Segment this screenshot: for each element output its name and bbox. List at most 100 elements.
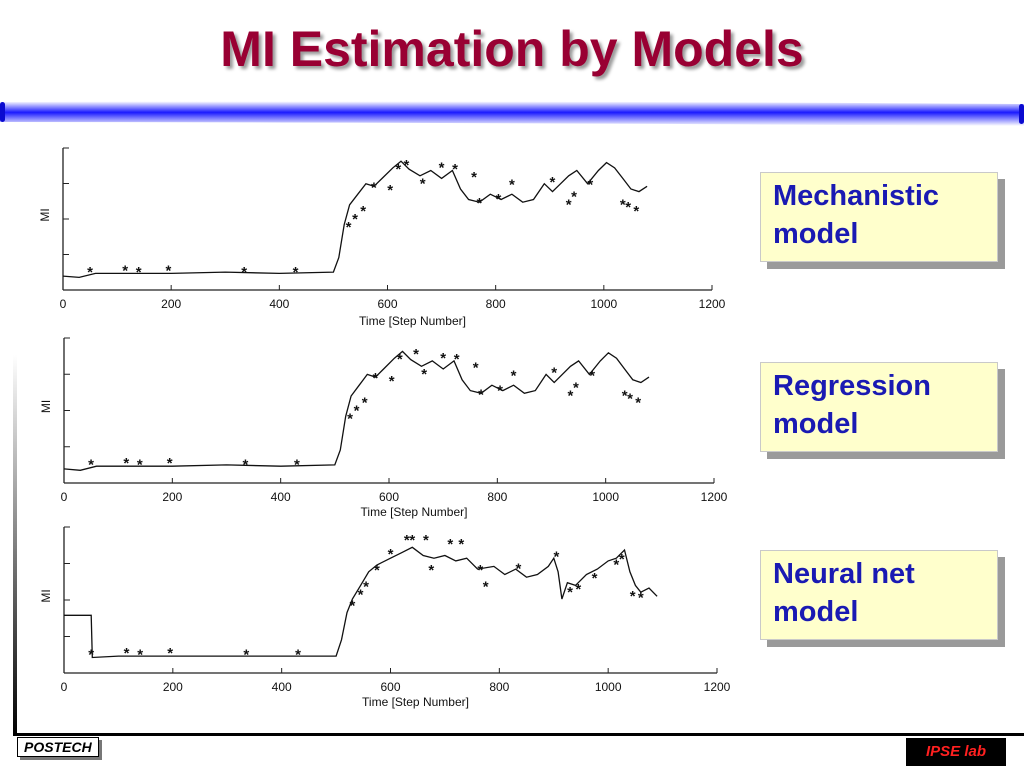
regression-model-label: Regression model — [760, 362, 998, 452]
mi-measured-point: * — [88, 457, 94, 474]
mi-measured-point: * — [638, 589, 644, 606]
mi-measured-point: * — [458, 536, 464, 553]
mi-measured-point: * — [387, 182, 393, 199]
mi-measured-point: * — [167, 455, 173, 472]
mi-measured-point: * — [294, 457, 300, 474]
mi-measured-point: * — [478, 386, 484, 403]
mi-measured-point: * — [349, 597, 355, 614]
mi-measured-point: * — [473, 359, 479, 376]
x-tick-label: 600 — [379, 490, 399, 504]
mi-measured-point: * — [587, 177, 593, 194]
mi-measured-point: * — [88, 646, 94, 663]
mi-measured-point: * — [409, 532, 415, 549]
mi-measured-point: * — [620, 196, 626, 213]
mi-measured-point: * — [423, 532, 429, 549]
mi-measured-point: * — [477, 195, 483, 212]
page-title: MI Estimation by Models — [220, 21, 804, 77]
x-tick-label: 1200 — [704, 680, 731, 694]
mi-measured-point: * — [440, 350, 446, 367]
mi-measured-point: * — [388, 546, 394, 563]
mi-measured-point: * — [404, 532, 410, 549]
mi-estimate-line — [62, 160, 648, 279]
mi-measured-point: * — [571, 189, 577, 206]
mi-measured-point: * — [515, 561, 521, 578]
x-tick-label: 800 — [487, 490, 507, 504]
mi-measured-point: * — [374, 562, 380, 579]
mi-measured-point: * — [413, 346, 419, 363]
mi-measured-point: * — [592, 570, 598, 587]
model-label-line1: Neural net — [773, 558, 915, 590]
x-tick-label: 600 — [377, 297, 397, 311]
x-tick-label: 800 — [486, 297, 506, 311]
x-tick-label: 200 — [163, 680, 183, 694]
mi-measured-point: * — [354, 403, 360, 420]
mi-measured-point: * — [358, 587, 364, 604]
x-tick-label: 600 — [380, 680, 400, 694]
model-label-line2: model — [773, 218, 859, 250]
mi-measured-point: * — [566, 196, 572, 213]
mi-measured-point: * — [395, 161, 401, 178]
mi-estimate-line — [63, 350, 650, 471]
slide-frame-left — [13, 355, 17, 735]
x-tick-label: 1000 — [590, 297, 617, 311]
mi-measured-point: * — [243, 646, 249, 663]
mi-estimate-line — [64, 546, 658, 659]
mi-measured-point: * — [635, 394, 641, 411]
mi-measured-point: * — [241, 264, 247, 281]
mi-measured-point: * — [511, 367, 517, 384]
mi-measured-point: * — [568, 388, 574, 405]
mi-measured-point: * — [454, 351, 460, 368]
mi-measured-point: * — [613, 557, 619, 574]
mi-measured-point: * — [589, 367, 595, 384]
x-tick-label: 1200 — [699, 297, 726, 311]
x-tick-label: 400 — [271, 490, 291, 504]
mi-measured-point: * — [421, 366, 427, 383]
mi-measured-point: * — [428, 562, 434, 579]
x-axis-label: Time [Step Number] — [361, 505, 468, 519]
mi-measured-point: * — [293, 264, 299, 281]
mi-measured-point: * — [122, 262, 128, 279]
mi-measured-point: * — [373, 370, 379, 387]
x-tick-label: 1200 — [701, 490, 728, 504]
mi-measured-point: * — [347, 411, 353, 428]
x-tick-label: 200 — [162, 490, 182, 504]
mi-measured-point: * — [371, 179, 377, 196]
mi-measured-point: * — [625, 199, 631, 216]
mi-measured-point: * — [497, 382, 503, 399]
mi-measured-point: * — [622, 388, 628, 405]
x-tick-label: 400 — [272, 680, 292, 694]
mi-measured-point: * — [360, 203, 366, 220]
y-axis-label: MI — [39, 400, 53, 413]
mi-measured-point: * — [167, 645, 173, 662]
mi-measured-point: * — [551, 365, 557, 382]
mi-measured-point: * — [477, 562, 483, 579]
mi-measured-point: * — [363, 578, 369, 595]
mi-measured-point: * — [136, 264, 142, 281]
mechanistic-model-label: Mechanistic model — [760, 172, 998, 262]
mi-measured-point: * — [123, 455, 129, 472]
x-tick-label: 1000 — [592, 490, 619, 504]
mi-measured-point: * — [124, 645, 130, 662]
x-axis-label: Time [Step Number] — [362, 695, 469, 709]
x-tick-label: 1000 — [595, 680, 622, 694]
model-label-line1: Mechanistic — [773, 180, 939, 212]
mi-measured-point: * — [567, 584, 573, 601]
mi-measured-point: * — [509, 177, 515, 194]
model-label-line2: model — [773, 596, 859, 628]
x-axis-label: Time [Step Number] — [359, 314, 466, 328]
neural-net-model-label: Neural net model — [760, 550, 998, 640]
slide-frame-bottom — [13, 733, 1024, 736]
y-axis-label: MI — [38, 208, 52, 221]
mi-measured-point: * — [619, 551, 625, 568]
model-label-line1: Regression — [773, 370, 931, 402]
mi-measured-point: * — [137, 646, 143, 663]
mi-measured-point: * — [447, 536, 453, 553]
mi-measured-point: * — [439, 160, 445, 177]
mi-measured-point: * — [397, 351, 403, 368]
x-tick-label: 800 — [489, 680, 509, 694]
x-tick-label: 200 — [161, 297, 181, 311]
mi-measured-point: * — [495, 191, 501, 208]
mi-measured-point: * — [452, 161, 458, 178]
mi-measured-point: * — [483, 578, 489, 595]
mi-measured-point: * — [420, 175, 426, 192]
